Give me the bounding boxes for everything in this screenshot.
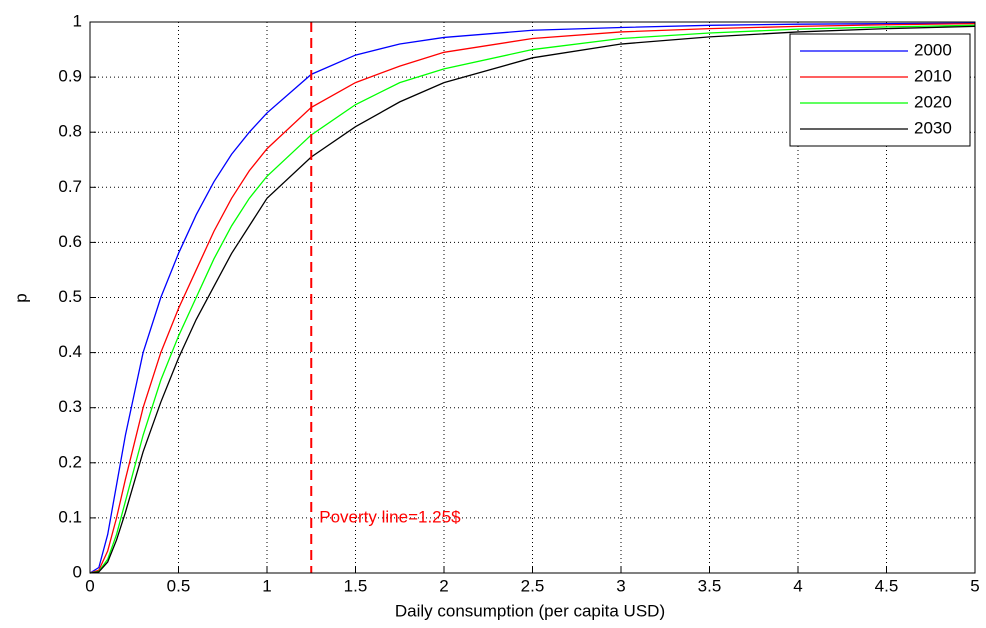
x-tick-label: 1.5 [344,576,368,595]
annotation: Poverty line=1.25$ [319,507,461,526]
legend: 2000 2010 2020 2030 [789,33,971,147]
x-tick-label: 1 [262,576,271,595]
y-tick-label: 0.4 [58,342,82,361]
legend-label: 2030 [914,118,952,137]
legend-label: 2020 [914,92,952,111]
series-line [89,22,976,574]
y-axis-label: p [11,293,30,302]
x-tick-label: 0 [85,576,94,595]
y-tick-label: 0.5 [58,287,82,306]
legend-label: 2010 [914,66,952,85]
x-tick-label: 4 [793,576,802,595]
y-tick-label: 0.7 [58,177,82,196]
legend-label: 2000 [914,40,952,59]
y-tick-label: 0.9 [58,67,82,86]
x-tick-label: 5 [970,576,979,595]
x-tick-label: 3.5 [698,576,722,595]
x-tick-label: 2 [439,576,448,595]
y-tick-label: 0.3 [58,397,82,416]
y-tick-label: 1 [73,11,82,30]
y-tick-label: 0.8 [58,122,82,141]
series-line [89,23,976,574]
y-tick-label: 0 [73,562,82,581]
x-axis-label: Daily consumption (per capita USD) [395,601,665,620]
x-tick-label: 3 [616,576,625,595]
x-tick-label: 2.5 [521,576,545,595]
plot-frame [89,21,976,574]
series-line [89,24,976,574]
series-line [89,25,976,574]
y-tick-label: 0.1 [58,507,82,526]
legend-box [789,33,971,147]
y-tick-label: 0.6 [58,232,82,251]
x-tick-label: 0.5 [167,576,191,595]
y-tick-label: 0.2 [58,452,82,471]
x-tick-label: 4.5 [875,576,899,595]
